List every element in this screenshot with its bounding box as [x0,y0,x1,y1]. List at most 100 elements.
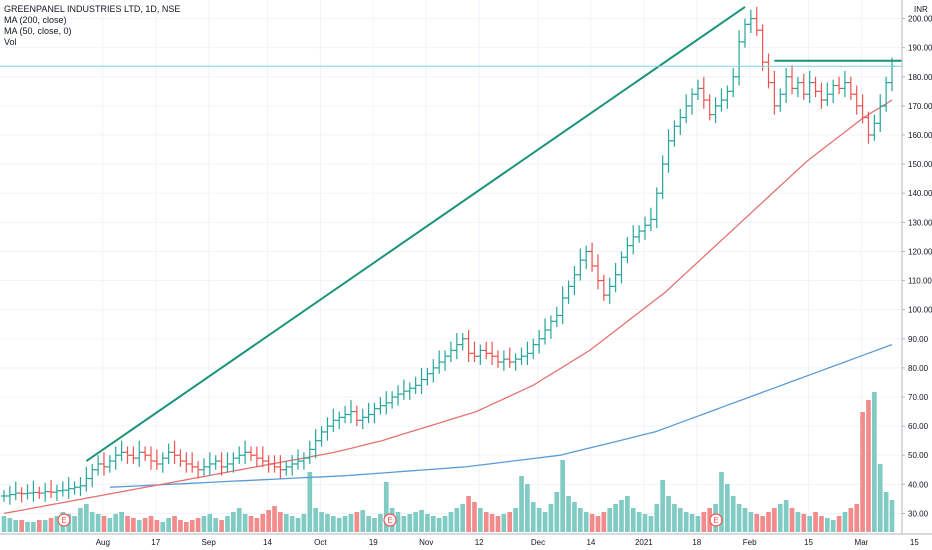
volume-bar [248,516,254,532]
volume-bar [466,496,471,532]
volume-bar [830,520,836,532]
earnings-marker-label: E [387,516,392,525]
x-tick-label: Sep [202,538,217,547]
price-bar [318,426,325,447]
volume-bar [254,518,260,532]
volume-bar [142,518,148,532]
volume-bar [154,520,160,532]
legend-ma50[interactable]: MA (50, close, 0) [4,26,72,36]
volume-bar [648,516,654,532]
price-bar [730,68,737,98]
volume-bar [666,496,671,532]
price-bar [871,114,878,141]
price-bar [689,88,696,115]
volume-bar [89,512,95,532]
price-bar [747,9,754,34]
volume-bar [225,516,230,532]
volume-bar [442,516,448,532]
ma50-line [3,99,893,515]
price-bar [736,30,743,86]
price-bar [800,73,807,101]
volume-bar [166,518,171,532]
price-bar [589,242,596,272]
volume-bar [131,518,136,532]
volume-bar [36,520,42,532]
price-bar [71,481,78,495]
price-bar [312,429,319,459]
volume-bar [336,518,342,532]
volume-bar [507,512,513,532]
volume-bar [824,518,830,532]
volume-bar [301,514,307,532]
y-tick-label: 160.00 [908,131,932,140]
earnings-marker[interactable]: E [383,513,397,527]
volume-bar [207,514,213,532]
legend-ma200[interactable]: MA (200, close) [4,15,67,25]
price-bar [436,350,443,374]
price-bar [883,76,890,112]
price-bar [841,70,848,98]
price-bar [259,446,266,467]
price-bar [200,458,207,476]
ma200-line [109,343,893,488]
currency-label[interactable]: INR [914,5,928,14]
price-bar [359,408,366,430]
price-bar [148,446,155,470]
price-bar [465,330,472,363]
volume-bar [795,512,801,532]
price-bar [712,97,719,124]
volume-bar [536,508,542,532]
y-tick-label: 150.00 [908,160,932,169]
volume-bar [413,512,418,532]
price-bar [306,440,313,464]
chart-title[interactable]: GREENPANEL INDUSTRIES LTD, 1D, NSE [4,4,181,14]
legend-vol[interactable]: Vol [4,37,17,47]
volume-bar [295,518,301,532]
volume-bar [101,516,107,532]
volume-bar [319,512,324,532]
earnings-marker[interactable]: E [709,513,723,527]
y-tick-label: 30.00 [908,509,929,518]
price-bar [165,443,172,464]
y-tick-label: 100.00 [908,306,932,315]
price-bar [547,315,554,339]
price-bar [724,85,731,109]
y-tick-label: 50.00 [908,451,929,460]
volume-bar [266,510,271,532]
price-bar [677,108,684,135]
price-bar [330,408,337,432]
volume-bar [619,500,624,532]
volume-bar [348,514,354,532]
price-bar [665,129,672,173]
volume-bar [530,502,536,532]
volume-bar [231,512,236,532]
price-bar [818,82,825,109]
price-axis[interactable]: 30.00 40.00 50.00 60.00 70.00 80.00 90.00 100.0… [901,0,932,550]
price-bar [442,350,449,371]
volume-bar [630,508,636,532]
price-bar [289,455,296,476]
time-axis[interactable]: Aug 17 Sep 14 Oct 19 Nov 12 Dec 14 2021 18 Feb 15 Mar 1… [0,533,932,547]
volume-bar [372,518,377,532]
volume-bar [819,516,824,532]
trendline-rising[interactable] [85,6,746,462]
volume-bar [213,518,219,532]
volume-bar [572,502,577,532]
volume-bars [1,392,895,532]
price-bar [83,466,90,492]
price-bar [794,76,801,98]
volume-bar [401,516,407,532]
price-bar [406,382,413,400]
price-bar [65,477,72,499]
price-bar [789,65,796,95]
price-bar [265,455,272,473]
earnings-marker[interactable]: E [57,513,71,527]
price-bar [518,347,525,365]
price-bar [512,353,519,371]
volume-bar [813,512,818,532]
price-bar [559,286,566,325]
volume-bar [95,514,101,532]
price-bar [483,341,490,360]
